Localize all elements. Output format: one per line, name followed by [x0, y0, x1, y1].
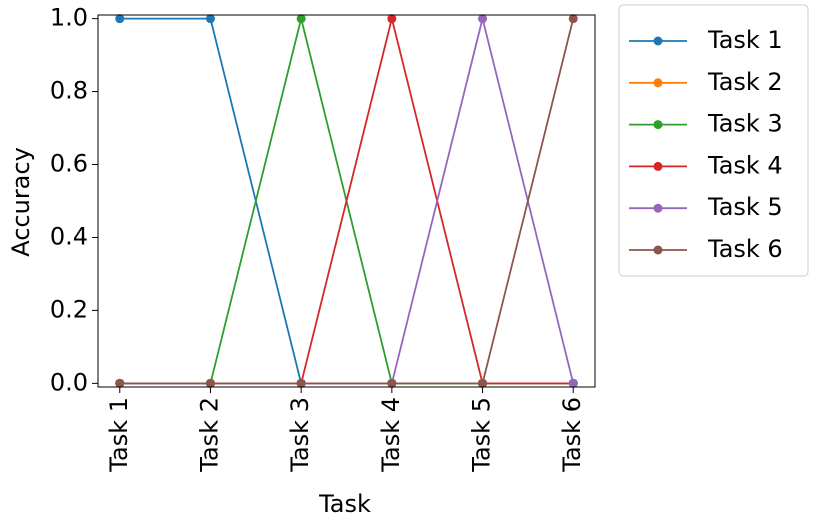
x-tick-label: Task 4 — [377, 397, 405, 473]
x-tick-label: Task 1 — [105, 397, 133, 473]
legend-marker — [653, 203, 663, 213]
y-tick-label: 0.0 — [50, 368, 88, 396]
point — [205, 378, 215, 388]
x-tick-label: Task 2 — [195, 397, 223, 473]
point — [296, 14, 306, 24]
legend-label: Task 1 — [707, 26, 783, 54]
legend-marker — [653, 78, 663, 88]
legend-label: Task 2 — [707, 68, 783, 96]
y-tick-label: 0.2 — [50, 295, 88, 323]
point — [387, 14, 397, 24]
legend-marker — [653, 245, 663, 255]
legend: Task 1 Task 2 Task 3 Task 4 Task 5 Task 6 — [618, 4, 809, 277]
point — [115, 378, 125, 388]
point — [115, 14, 125, 24]
legend-marker — [653, 161, 663, 171]
point — [296, 378, 306, 388]
series-line — [119, 18, 575, 385]
y-tick-label: 0.6 — [50, 150, 88, 178]
point — [205, 14, 215, 24]
point — [478, 14, 488, 24]
y-tick-label: 0.4 — [50, 222, 88, 250]
x-tick-label: Task 5 — [468, 397, 496, 473]
point — [568, 14, 578, 24]
legend-label: Task 4 — [707, 151, 783, 179]
legend-marker — [653, 120, 663, 130]
legend-label: Task 3 — [707, 110, 783, 138]
x-axis-label: Task — [318, 490, 371, 518]
point — [568, 378, 578, 388]
x-tick-label: Task 6 — [558, 397, 586, 473]
legend-label: Task 6 — [707, 235, 783, 263]
y-tick-label: 1.0 — [50, 4, 88, 32]
y-tick-label: 0.8 — [50, 77, 88, 105]
point — [387, 378, 397, 388]
legend-marker — [653, 36, 663, 46]
x-tick-label: Task 3 — [286, 397, 314, 473]
legend-label: Task 5 — [707, 193, 783, 221]
point — [478, 378, 488, 388]
y-axis-label: Accuracy — [7, 147, 35, 257]
plot-frame — [97, 14, 596, 388]
series-line — [119, 18, 574, 385]
